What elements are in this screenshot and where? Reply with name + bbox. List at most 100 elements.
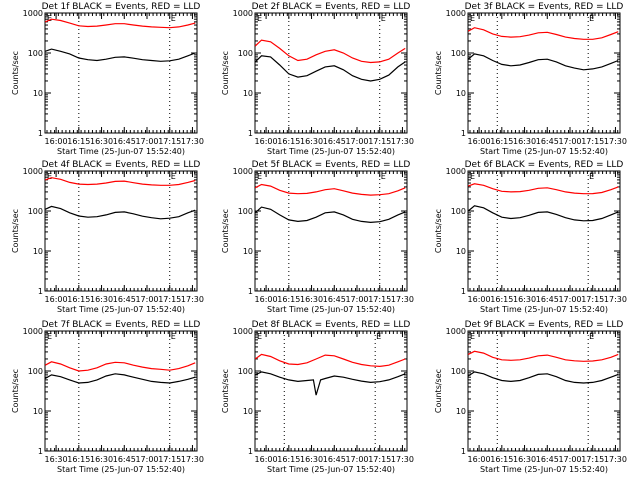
x-tick-label: 16:30 xyxy=(300,137,323,146)
x-tick-label: 16:30 xyxy=(90,137,113,146)
y-tick-label: 1000 xyxy=(23,9,43,18)
x-tick-label: 16:45 xyxy=(536,295,559,304)
y-tick-label: 100 xyxy=(451,49,466,58)
x-tick-label: 17:30 xyxy=(604,295,627,304)
x-tick-label: 16:15 xyxy=(490,455,513,464)
chart-panel-9: Det 9f BLACK = Events, RED = LLD 1 10 100 10… xyxy=(434,320,627,474)
series-events-line xyxy=(44,205,196,220)
x-tick-label: 16:00 xyxy=(255,295,278,304)
plot-frame xyxy=(254,170,408,292)
chart-title: Det 3f BLACK = Events, RED = LLD xyxy=(465,2,624,12)
marker-label-right: E xyxy=(381,14,386,23)
marker-label-right: E xyxy=(171,172,176,181)
y-axis-label: Counts/sec xyxy=(434,209,443,253)
y-tick-label: 100 xyxy=(28,49,43,58)
chart-title: Det 9f BLACK = Events, RED = LLD xyxy=(465,320,624,330)
series-events-line xyxy=(467,53,619,71)
x-tick-label: 17:15 xyxy=(581,455,604,464)
plot-frame xyxy=(254,12,408,134)
plot-frame xyxy=(467,330,621,452)
chart-title: Det 4f BLACK = Events, RED = LLD xyxy=(42,160,201,170)
series-lld-line xyxy=(254,39,406,64)
x-axis-label: Start Time (25-Jun-07 15:52:40) xyxy=(57,465,185,474)
y-tick-label: 1 xyxy=(461,287,466,296)
marker-label-left: E xyxy=(47,14,52,23)
y-tick-label: 1 xyxy=(248,129,253,138)
y-tick-label: 1 xyxy=(248,287,253,296)
x-tick-label: 17:00 xyxy=(558,137,581,146)
x-tick-label: 16:00 xyxy=(468,137,491,146)
x-tick-label: 17:00 xyxy=(135,455,158,464)
x-tick-label: 16:45 xyxy=(113,455,136,464)
series-lld-line xyxy=(467,350,619,362)
x-axis-label: Start Time (25-Jun-07 15:52:40) xyxy=(480,147,608,156)
y-axis-label: Counts/sec xyxy=(11,209,20,253)
y-tick-label: 10 xyxy=(33,89,43,98)
x-axis-label: Start Time (25-Jun-07 15:52:40) xyxy=(480,465,608,474)
y-axis-label: Counts/sec xyxy=(221,369,230,413)
x-tick-label: 17:00 xyxy=(345,455,368,464)
chart-panel-8: Det 8f BLACK = Events, RED = LLD 1 10 100 10… xyxy=(221,320,414,474)
x-tick-label: 16:15 xyxy=(490,137,513,146)
x-tick-label: 16:15 xyxy=(67,455,90,464)
marker-label-right: E xyxy=(376,332,381,341)
x-tick-label: 17:15 xyxy=(158,137,181,146)
series-lld-line xyxy=(254,353,406,368)
y-tick-label: 1000 xyxy=(23,167,43,176)
marker-label-left: E xyxy=(257,172,262,181)
y-tick-label: 1 xyxy=(38,129,43,138)
chart-panel-6: Det 6f BLACK = Events, RED = LLD 1 10 100 10… xyxy=(434,160,627,314)
x-tick-label: 17:30 xyxy=(181,455,204,464)
y-tick-label: 100 xyxy=(28,367,43,376)
y-tick-label: 10 xyxy=(243,407,253,416)
x-tick-label: 17:30 xyxy=(604,455,627,464)
chart-panel-2: Det 2f BLACK = Events, RED = LLD 1 10 100 10… xyxy=(221,2,414,156)
plot-frame xyxy=(44,330,198,452)
marker-label-right: E xyxy=(589,172,594,181)
x-tick-label: 17:15 xyxy=(158,455,181,464)
chart-panel-4: Det 4f BLACK = Events, RED = LLD 1 10 100 10… xyxy=(11,160,204,314)
series-events-line xyxy=(467,205,619,222)
x-axis-label: Start Time (25-Jun-07 15:52:40) xyxy=(267,465,395,474)
marker-label-left: E xyxy=(470,14,475,23)
x-tick-label: 17:15 xyxy=(581,137,604,146)
chart-panel-5: Det 5f BLACK = Events, RED = LLD 1 10 100 10… xyxy=(221,160,414,314)
x-tick-label: 17:15 xyxy=(368,455,391,464)
x-tick-label: 16:00 xyxy=(255,137,278,146)
series-events-line xyxy=(467,371,619,384)
y-axis-label: Counts/sec xyxy=(434,51,443,95)
marker-label-left: E xyxy=(470,332,475,341)
marker-label-left: E xyxy=(257,14,262,23)
marker-label-right: E xyxy=(171,332,176,341)
plot-frame xyxy=(467,170,621,292)
x-tick-label: 16:15 xyxy=(67,137,90,146)
y-axis-label: Counts/sec xyxy=(434,369,443,413)
x-tick-label: 17:15 xyxy=(158,295,181,304)
marker-label-right: E xyxy=(589,14,594,23)
chart-title: Det 7f BLACK = Events, RED = LLD xyxy=(42,320,201,330)
y-tick-label: 100 xyxy=(451,207,466,216)
series-events-line xyxy=(254,55,406,82)
plot-frame xyxy=(44,12,198,134)
y-tick-label: 10 xyxy=(33,247,43,256)
y-tick-label: 100 xyxy=(238,49,253,58)
x-tick-label: 16:30 xyxy=(90,295,113,304)
x-tick-label: 16:45 xyxy=(113,295,136,304)
x-tick-label: 16:30 xyxy=(45,455,68,464)
x-axis-label: Start Time (25-Jun-07 15:52:40) xyxy=(267,147,395,156)
x-tick-label: 16:15 xyxy=(277,295,300,304)
x-tick-label: 16:30 xyxy=(300,295,323,304)
x-tick-label: 16:00 xyxy=(468,295,491,304)
marker-label-right: E xyxy=(589,332,594,341)
y-tick-label: 1000 xyxy=(23,327,43,336)
x-tick-label: 17:30 xyxy=(391,455,414,464)
y-tick-label: 1000 xyxy=(446,327,466,336)
series-lld-line xyxy=(44,361,196,372)
series-lld-line xyxy=(45,177,196,186)
y-tick-label: 1 xyxy=(38,447,43,456)
y-axis-label: Counts/sec xyxy=(11,51,20,95)
chart-title: Det 1f BLACK = Events, RED = LLD xyxy=(42,2,201,12)
x-tick-label: 17:30 xyxy=(391,137,414,146)
